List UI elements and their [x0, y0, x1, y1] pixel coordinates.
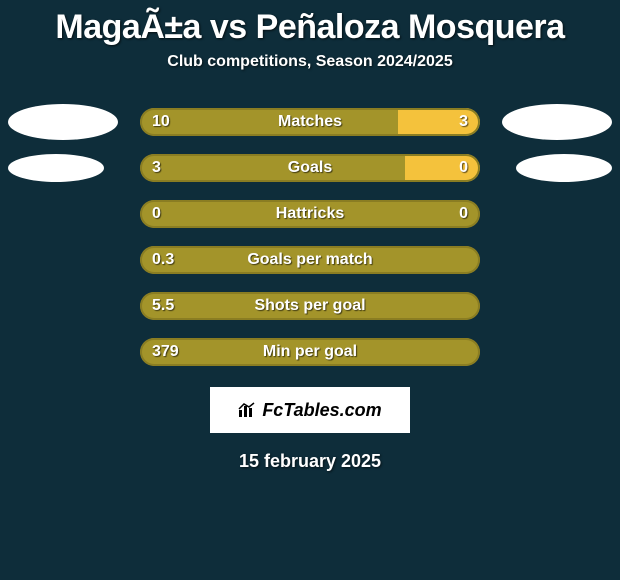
- page-title: MagaÃ±a vs Peñaloza Mosquera: [0, 0, 620, 47]
- player-logo-left: [8, 154, 104, 182]
- stat-bar: Shots per goal 5.5: [140, 292, 480, 320]
- stat-bar-left-seg: [140, 154, 405, 182]
- infographic-date: 15 february 2025: [0, 451, 620, 472]
- stat-value-left: 0.3: [152, 251, 174, 269]
- stat-value-left: 0: [152, 205, 161, 223]
- stat-label: Matches: [278, 113, 342, 131]
- stat-value-right: 3: [459, 113, 468, 131]
- stat-bar: Goals 3 0: [140, 154, 480, 182]
- stat-row: Min per goal 379: [0, 329, 620, 375]
- stat-bar-right-seg: [405, 154, 480, 182]
- stat-row: Goals per match 0.3: [0, 237, 620, 283]
- stat-bar: Hattricks 0 0: [140, 200, 480, 228]
- page-subtitle: Club competitions, Season 2024/2025: [0, 53, 620, 71]
- logo-chart-icon: [238, 402, 258, 418]
- logo-text: FcTables.com: [262, 400, 381, 421]
- stat-label: Goals: [288, 159, 332, 177]
- logo-box: FcTables.com: [210, 387, 410, 433]
- stat-value-right: 0: [459, 159, 468, 177]
- stat-value-left: 379: [152, 343, 179, 361]
- stat-bar: Matches 10 3: [140, 108, 480, 136]
- stat-label: Shots per goal: [254, 297, 365, 315]
- stat-row: Hattricks 0 0: [0, 191, 620, 237]
- comparison-infographic: MagaÃ±a vs Peñaloza Mosquera Club compet…: [0, 0, 620, 580]
- player-logo-right: [516, 154, 612, 182]
- stat-label: Hattricks: [276, 205, 344, 223]
- stat-value-left: 3: [152, 159, 161, 177]
- stat-label: Goals per match: [247, 251, 372, 269]
- stat-label: Min per goal: [263, 343, 357, 361]
- stat-bar: Goals per match 0.3: [140, 246, 480, 274]
- logo: FcTables.com: [238, 400, 381, 421]
- stat-value-left: 10: [152, 113, 170, 131]
- stat-row: Shots per goal 5.5: [0, 283, 620, 329]
- stat-row: Matches 10 3: [0, 99, 620, 145]
- stat-row: Goals 3 0: [0, 145, 620, 191]
- stat-bar-left-seg: [140, 108, 398, 136]
- player-logo-left: [8, 104, 118, 140]
- stat-value-left: 5.5: [152, 297, 174, 315]
- stat-bars: Matches 10 3 Goals 3 0 Hattricks 0 0 Goals per ma…: [0, 99, 620, 375]
- stat-bar: Min per goal 379: [140, 338, 480, 366]
- player-logo-right: [502, 104, 612, 140]
- stat-value-right: 0: [459, 205, 468, 223]
